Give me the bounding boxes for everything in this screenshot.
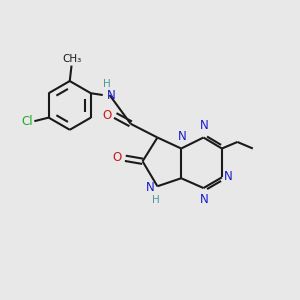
Text: H: H: [103, 79, 110, 89]
Text: O: O: [112, 151, 122, 164]
Text: N: N: [146, 181, 154, 194]
Text: N: N: [177, 130, 186, 143]
Text: N: N: [200, 194, 208, 206]
Text: N: N: [107, 88, 116, 101]
Text: Cl: Cl: [21, 115, 33, 128]
Text: N: N: [224, 170, 233, 183]
Text: N: N: [200, 119, 208, 132]
Text: O: O: [102, 109, 112, 122]
Text: CH₃: CH₃: [62, 54, 81, 64]
Text: H: H: [152, 195, 160, 205]
